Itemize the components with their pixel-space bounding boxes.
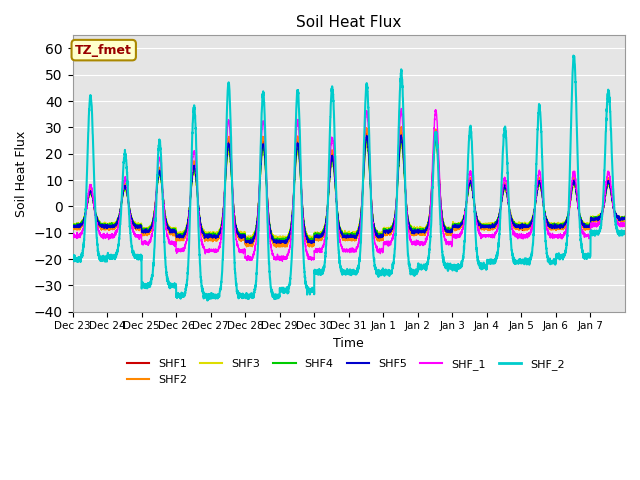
Y-axis label: Soil Heat Flux: Soil Heat Flux xyxy=(15,131,28,216)
X-axis label: Time: Time xyxy=(333,337,364,350)
Title: Soil Heat Flux: Soil Heat Flux xyxy=(296,15,401,30)
Text: TZ_fmet: TZ_fmet xyxy=(76,44,132,57)
Legend: SHF1, SHF2, SHF3, SHF4, SHF5, SHF_1, SHF_2: SHF1, SHF2, SHF3, SHF4, SHF5, SHF_1, SHF… xyxy=(122,355,570,389)
